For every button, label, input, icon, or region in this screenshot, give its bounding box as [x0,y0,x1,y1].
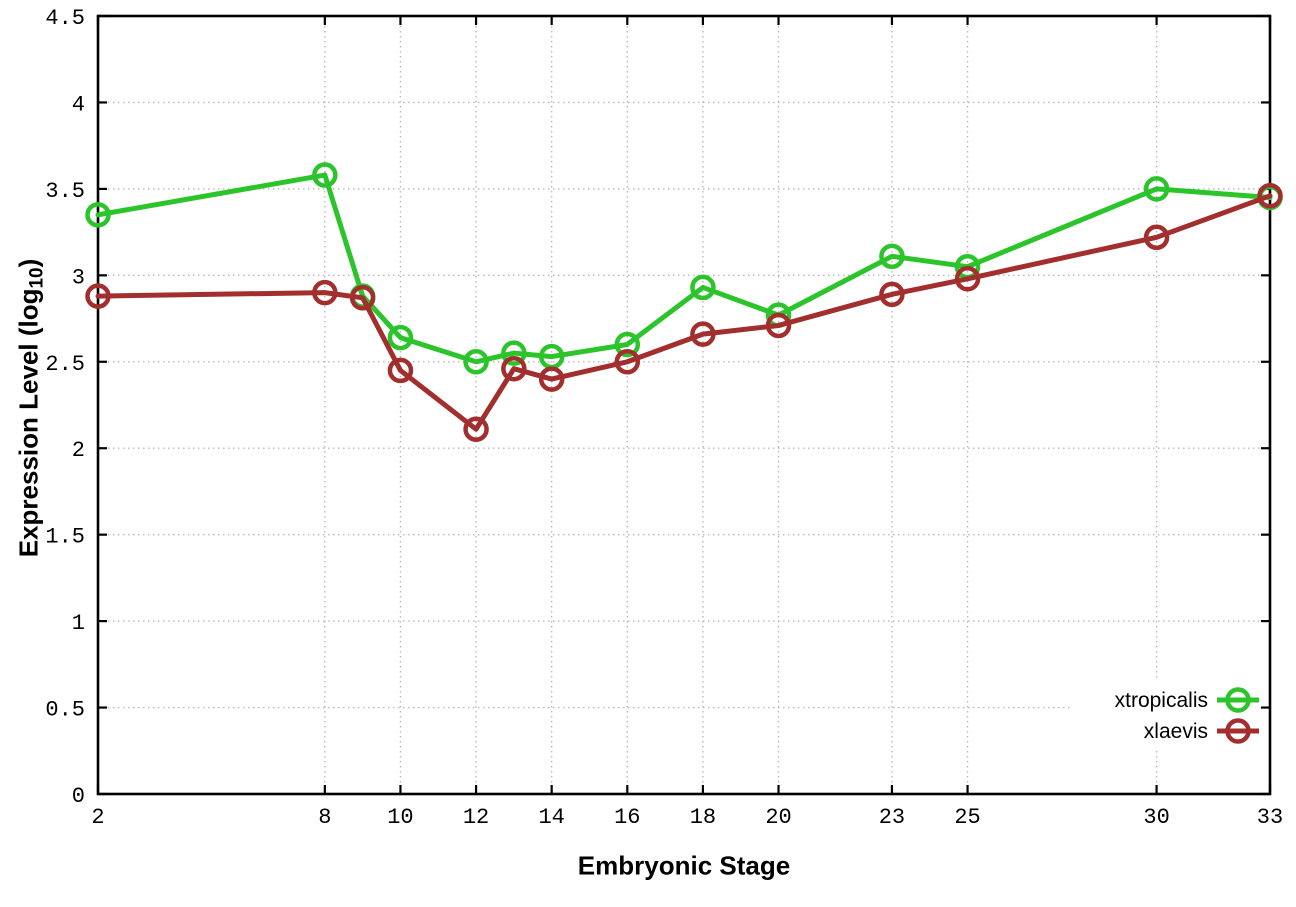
x-tick-label: 33 [1257,805,1283,830]
data-point-xlaevis [463,416,489,442]
data-point-xlaevis [538,366,565,392]
data-point-xtropicalis [463,349,489,375]
y-axis-title: Expression Level (log10) [14,259,49,558]
legend-sample-marker-xlaevis [1225,718,1251,744]
x-tick-label: 14 [538,805,564,830]
x-tick-label: 30 [1143,805,1169,830]
y-tick-label: 0.5 [45,698,85,723]
x-tick-label: 18 [690,805,716,830]
data-point-xlaevis [349,285,376,311]
data-point-xtropicalis [614,331,641,358]
data-point-xlaevis [879,281,905,308]
y-tick-label: 1.5 [45,525,85,550]
x-tick-label: 20 [765,805,791,830]
data-point-xtropicalis [1143,176,1170,202]
data-point-xlaevis [501,355,527,382]
data-point-xlaevis [614,349,641,375]
data-point-xlaevis [85,283,111,309]
data-point-xlaevis [312,279,338,306]
data-point-xlaevis [1257,183,1283,209]
x-tick-label: 10 [387,805,413,830]
series-line-xtropicalis [95,172,1273,365]
y-axis-title-text: Expression Level (log [13,288,44,558]
series-line-xlaevis [95,193,1273,432]
data-point-xlaevis [954,266,981,292]
data-point-xtropicalis [85,202,111,228]
data-point-xtropicalis [879,243,905,270]
data-point-xtropicalis [690,274,716,301]
y-tick-label: 4.5 [45,6,85,31]
data-point-xtropicalis [312,162,338,188]
data-point-xtropicalis [501,340,527,366]
x-tick-label: 8 [318,805,331,830]
y-tick-label: 0 [72,784,85,809]
data-point-xlaevis [387,357,414,384]
x-axis-title: Embryonic Stage [577,850,791,881]
x-tick-label: 23 [879,805,905,830]
x-tick-label: 12 [463,805,489,830]
y-tick-label: 4 [72,92,85,117]
y-tick-label: 3 [72,265,85,290]
x-tick-label: 16 [614,805,640,830]
x-tick-label: 25 [954,805,980,830]
y-tick-label: 2 [72,438,85,463]
y-tick-label: 2.5 [45,352,85,377]
y-axis-title-suffix: ) [13,258,44,268]
legend-sample-marker-xtropicalis [1225,687,1251,713]
legend-label-xlaevis: xlaevis [1144,720,1208,743]
y-tick-label: 1 [72,611,85,636]
legend-label-xtropicalis: xtropicalis [1115,689,1208,712]
data-point-xlaevis [690,321,716,347]
y-axis-title-subscript: 10 [26,267,48,289]
x-tick-label: 2 [91,805,104,830]
data-point-xlaevis [1143,224,1170,251]
data-point-xtropicalis [387,324,414,351]
data-point-xlaevis [765,312,792,339]
plot-border [96,14,1272,796]
y-tick-label: 3.5 [45,179,85,204]
